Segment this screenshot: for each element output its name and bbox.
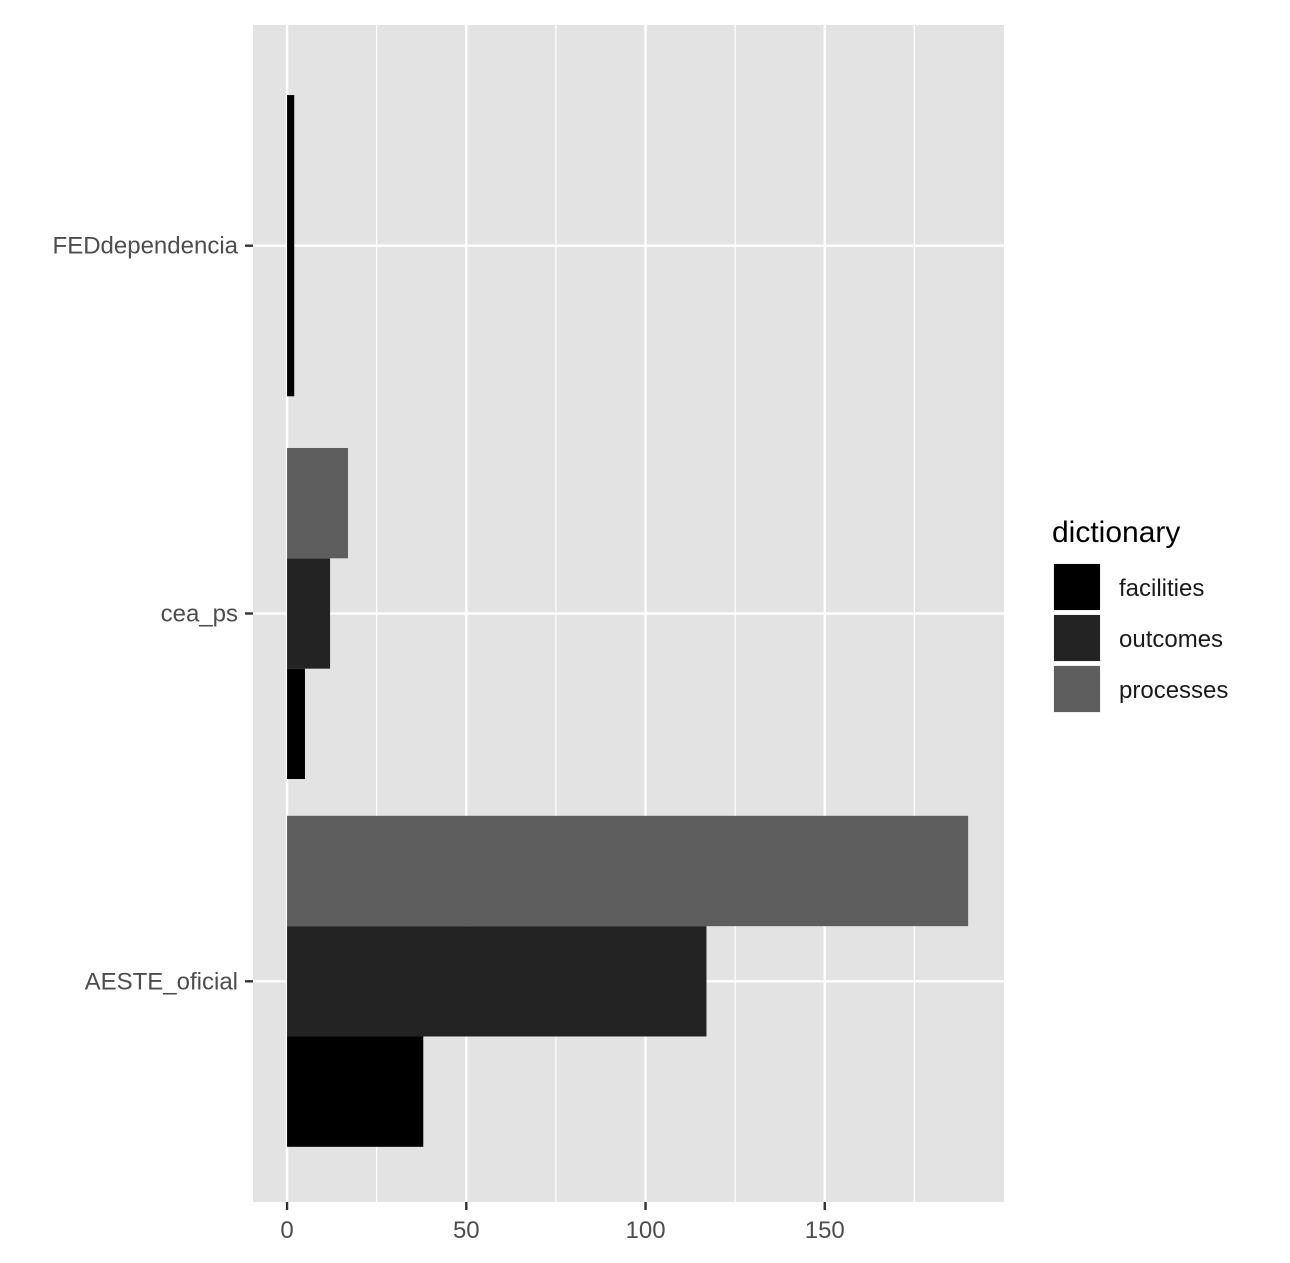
bars bbox=[287, 95, 969, 1147]
bar-outcomes-cea_ps bbox=[287, 558, 331, 669]
bar-processes-cea_ps bbox=[287, 447, 348, 559]
x-tick-label: 150 bbox=[805, 1217, 845, 1244]
x-tick-label: 0 bbox=[280, 1217, 293, 1244]
y-tick-label: AESTE_oficial bbox=[85, 968, 238, 995]
x-tick-label: 100 bbox=[626, 1217, 666, 1244]
bar-facilities-FEDdependencia bbox=[287, 95, 295, 397]
y-axis: AESTE_oficial cea_ps FEDdependencia bbox=[53, 233, 253, 995]
legend-key-facilities bbox=[1054, 564, 1100, 610]
y-tick-label: cea_ps bbox=[161, 601, 238, 628]
bar-outcomes-AESTE_oficial bbox=[287, 926, 707, 1037]
legend-label-outcomes: outcomes bbox=[1119, 626, 1223, 653]
bar-facilities-AESTE_oficial bbox=[287, 1036, 424, 1147]
legend: dictionary facilities outcomes processes bbox=[1052, 516, 1228, 713]
legend-items: facilities outcomes processes bbox=[1053, 563, 1228, 713]
legend-key-processes bbox=[1054, 666, 1100, 712]
legend-key-outcomes bbox=[1054, 615, 1100, 661]
x-tick-label: 50 bbox=[453, 1217, 480, 1244]
bar-processes-AESTE_oficial bbox=[287, 815, 969, 927]
bar-facilities-cea_ps bbox=[287, 668, 305, 780]
legend-title: dictionary bbox=[1052, 516, 1180, 549]
x-axis: 0 50 100 150 bbox=[280, 1202, 845, 1244]
legend-label-processes: processes bbox=[1119, 677, 1228, 704]
legend-label-facilities: facilities bbox=[1119, 575, 1204, 602]
y-tick-label: FEDdependencia bbox=[53, 233, 239, 260]
